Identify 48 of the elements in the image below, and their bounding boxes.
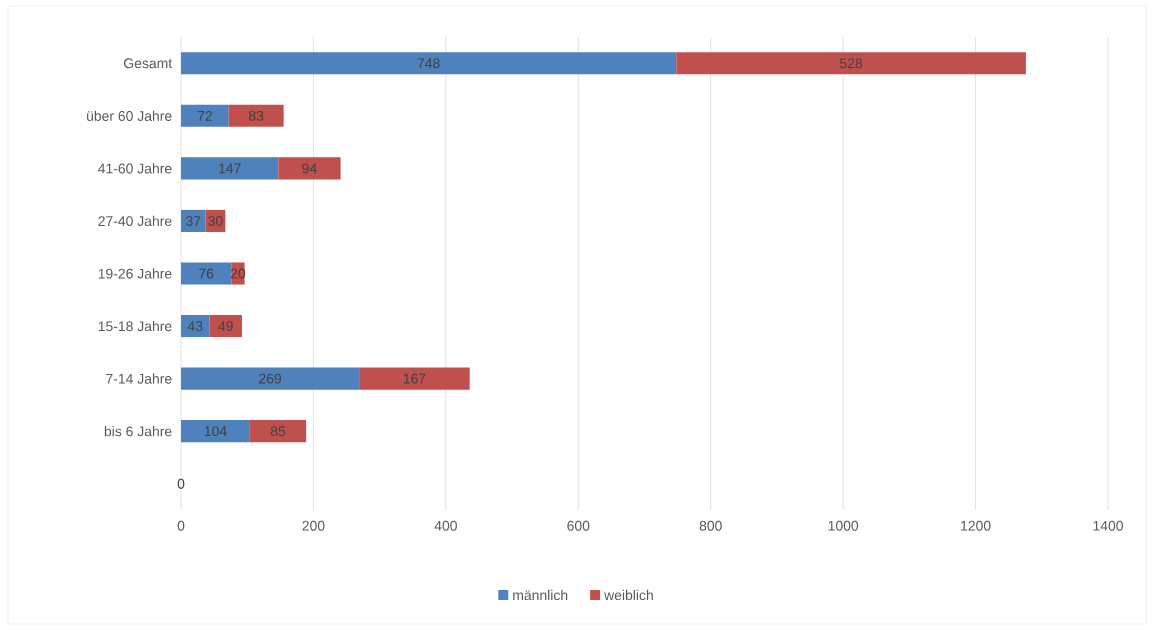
data-label: 0 [177, 478, 185, 489]
x-tick-label: 200 [302, 520, 325, 531]
x-tick-label: 1200 [961, 520, 991, 531]
bar [181, 157, 279, 180]
bar [181, 367, 360, 390]
data-label: 94 [302, 163, 317, 174]
bar [359, 367, 470, 390]
x-tick-label: 1000 [828, 520, 859, 531]
data-label: 76 [199, 268, 214, 279]
data-label: 43 [187, 321, 203, 331]
y-tick-label: 41-60 Jahre [98, 163, 172, 174]
data-label: 49 [218, 321, 233, 331]
data-label: 147 [219, 163, 241, 174]
y-tick-label: Gesamt [124, 58, 173, 69]
y-tick-label: 19-26 Jahre [98, 268, 172, 279]
y-tick-label: 7-14 Jahre [106, 373, 172, 384]
bar [181, 315, 210, 338]
x-tick-label: 600 [567, 520, 590, 531]
y-tick-label: 15-18 Jahre [98, 320, 172, 332]
data-label: 72 [197, 110, 212, 121]
x-tick-label: 400 [434, 520, 457, 531]
x-tick-label: 0 [177, 520, 185, 531]
y-tick-label: über 60 Jahre [87, 110, 172, 121]
data-label: 104 [204, 426, 227, 437]
y-tick-label: bis 6 Jahre [104, 426, 172, 437]
bar [181, 209, 206, 232]
data-label: 85 [270, 426, 286, 437]
bar [181, 104, 229, 127]
bar [209, 315, 242, 338]
x-tick-label: 800 [699, 520, 722, 531]
bar [181, 52, 677, 75]
bar [181, 420, 250, 443]
legend-label: männlich [513, 589, 568, 601]
bar [228, 104, 284, 127]
data-label: 167 [403, 373, 426, 384]
bar [249, 420, 307, 443]
data-label: 748 [417, 58, 440, 69]
data-label: 528 [840, 58, 863, 69]
bar [676, 52, 1026, 75]
x-tick-label: 1400 [1093, 520, 1123, 531]
data-label: 37 [186, 215, 201, 226]
bar [181, 262, 232, 285]
data-label: 83 [249, 110, 264, 121]
legend-label: weiblich [604, 589, 653, 601]
data-label: 30 [208, 215, 223, 226]
data-label: 269 [259, 373, 282, 384]
y-tick-label: 27-40 Jahre [98, 215, 172, 227]
bar [278, 157, 341, 180]
